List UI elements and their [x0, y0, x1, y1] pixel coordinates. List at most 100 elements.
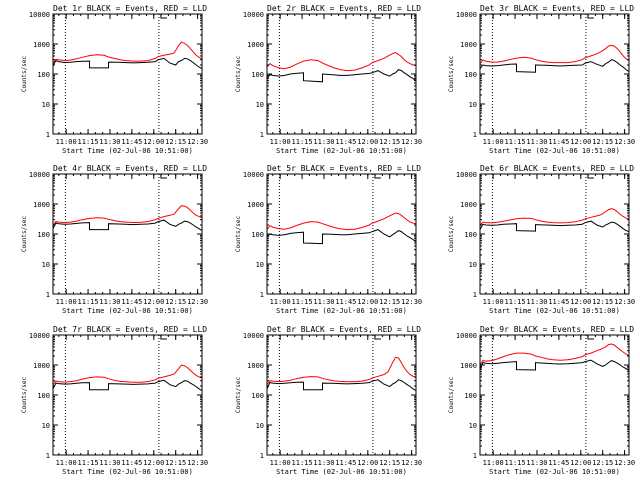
panel-title: Det 5r BLACK = Events, RED = LLD — [267, 164, 421, 173]
x-tick-label: 12:30 — [187, 298, 208, 306]
y-tick-label: 10000 — [29, 11, 50, 19]
plot-frame — [479, 334, 630, 456]
x-tick-label: 11:00 — [483, 138, 504, 146]
x-tick-label: 12:30 — [614, 298, 635, 306]
interval-bracket-mark — [374, 174, 381, 179]
series-line-lld — [53, 364, 202, 386]
panel-title: Det 1r BLACK = Events, RED = LLD — [53, 4, 207, 13]
series-line-events — [53, 219, 202, 232]
x-tick-label: 11:00 — [56, 138, 77, 146]
x-tick-label: 11:30 — [99, 298, 120, 306]
x-tick-label: 12:15 — [592, 298, 613, 306]
y-axis-label: Counts/sec — [448, 56, 455, 93]
y-tick-label: 1 — [260, 452, 264, 460]
x-tick-label: 12:00 — [570, 138, 591, 146]
x-tick-label: 11:30 — [526, 298, 547, 306]
x-tick-label: 12:30 — [614, 459, 635, 467]
x-tick-label: 11:30 — [526, 459, 547, 467]
series-line-lld — [53, 41, 202, 64]
x-tick-label: 12:30 — [187, 138, 208, 146]
x-tick-label: 11:15 — [78, 138, 99, 146]
x-tick-label: 11:15 — [505, 298, 526, 306]
y-tick-label: 10000 — [456, 11, 477, 19]
x-tick-label: 11:00 — [270, 138, 291, 146]
y-tick-label: 10000 — [243, 11, 264, 19]
x-tick-label: 11:45 — [335, 138, 356, 146]
y-tick-label: 10000 — [29, 171, 50, 179]
x-tick-label: 11:30 — [313, 138, 334, 146]
series-line-lld — [267, 51, 416, 72]
series-line-events — [53, 57, 202, 70]
plot-area — [53, 14, 202, 134]
detector-panel-4: Det 4r BLACK = Events, RED = LLD 1 10 100 10… — [21, 164, 208, 315]
plot-area — [480, 335, 629, 455]
plot-frame — [52, 334, 203, 456]
x-tick-label: 12:00 — [570, 459, 591, 467]
y-axis-label: Counts/sec — [448, 377, 455, 414]
interval-bracket-mark — [587, 174, 594, 179]
y-tick-label: 100 — [251, 231, 264, 239]
y-tick-label: 10 — [256, 261, 264, 269]
x-tick-label: 11:00 — [270, 459, 291, 467]
x-tick-label: 12:00 — [570, 298, 591, 306]
panel-title: Det 7r BLACK = Events, RED = LLD — [53, 325, 207, 334]
x-tick-label: 11:30 — [526, 138, 547, 146]
x-tick-label: 11:45 — [548, 459, 569, 467]
x-tick-label: 11:15 — [292, 459, 313, 467]
series-line-events — [53, 379, 202, 392]
x-tick-label: 12:15 — [379, 138, 400, 146]
x-tick-label: 12:15 — [165, 138, 186, 146]
detector-panel-9: Det 9r BLACK = Events, RED = LLD 1 10 100 10… — [448, 325, 635, 476]
x-tick-label: 11:15 — [505, 138, 526, 146]
x-axis-label: Start Time (02-Jul-06 10:51:00) — [489, 468, 620, 476]
x-axis-label: Start Time (02-Jul-06 10:51:00) — [489, 147, 620, 155]
x-tick-label: 12:00 — [357, 459, 378, 467]
y-tick-label: 1 — [473, 291, 477, 299]
detector-panel-2: Det 2r BLACK = Events, RED = LLD 1 10 100 10… — [235, 4, 422, 155]
y-tick-label: 1000 — [460, 201, 477, 209]
x-tick-label: 12:00 — [357, 298, 378, 306]
plot-frame — [52, 13, 203, 135]
y-tick-label: 10000 — [243, 171, 264, 179]
y-tick-label: 1 — [46, 131, 50, 139]
y-axis-label: Counts/sec — [235, 377, 242, 414]
x-tick-label: 12:15 — [592, 138, 613, 146]
x-tick-label: 11:45 — [548, 138, 569, 146]
x-axis-label: Start Time (02-Jul-06 10:51:00) — [62, 307, 193, 315]
x-tick-label: 11:00 — [270, 298, 291, 306]
y-tick-label: 1 — [260, 291, 264, 299]
x-tick-label: 11:30 — [99, 138, 120, 146]
y-axis-label: Counts/sec — [448, 216, 455, 253]
x-tick-label: 11:15 — [78, 298, 99, 306]
y-tick-label: 1 — [46, 291, 50, 299]
y-tick-label: 10 — [42, 101, 50, 109]
y-tick-label: 100 — [251, 71, 264, 79]
y-tick-label: 10 — [469, 101, 477, 109]
x-tick-label: 11:00 — [56, 459, 77, 467]
series-line-events — [480, 59, 629, 73]
x-axis-label: Start Time (02-Jul-06 10:51:00) — [62, 147, 193, 155]
detector-panel-8: Det 8r BLACK = Events, RED = LLD 1 10 100 10… — [235, 325, 422, 476]
y-tick-label: 10000 — [243, 332, 264, 340]
y-tick-label: 1 — [473, 452, 477, 460]
x-tick-label: 11:45 — [335, 459, 356, 467]
y-tick-label: 1 — [46, 452, 50, 460]
x-axis-label: Start Time (02-Jul-06 10:51:00) — [276, 307, 407, 315]
y-axis-label: Counts/sec — [21, 216, 28, 253]
x-tick-label: 12:15 — [165, 298, 186, 306]
x-tick-label: 11:45 — [121, 298, 142, 306]
series-line-events — [267, 69, 416, 83]
interval-bracket-mark — [587, 335, 594, 340]
x-tick-label: 12:00 — [357, 138, 378, 146]
x-tick-label: 11:15 — [292, 298, 313, 306]
y-tick-label: 10 — [256, 422, 264, 430]
detector-panel-1: Det 1r BLACK = Events, RED = LLD 1 10 100 10… — [21, 4, 208, 155]
y-tick-label: 100 — [464, 392, 477, 400]
y-tick-label: 10000 — [456, 171, 477, 179]
series-line-events — [480, 220, 629, 233]
plot-area — [480, 14, 629, 134]
x-tick-label: 11:45 — [121, 138, 142, 146]
x-tick-label: 12:30 — [187, 459, 208, 467]
y-tick-label: 1000 — [33, 41, 50, 49]
y-tick-label: 1000 — [460, 41, 477, 49]
